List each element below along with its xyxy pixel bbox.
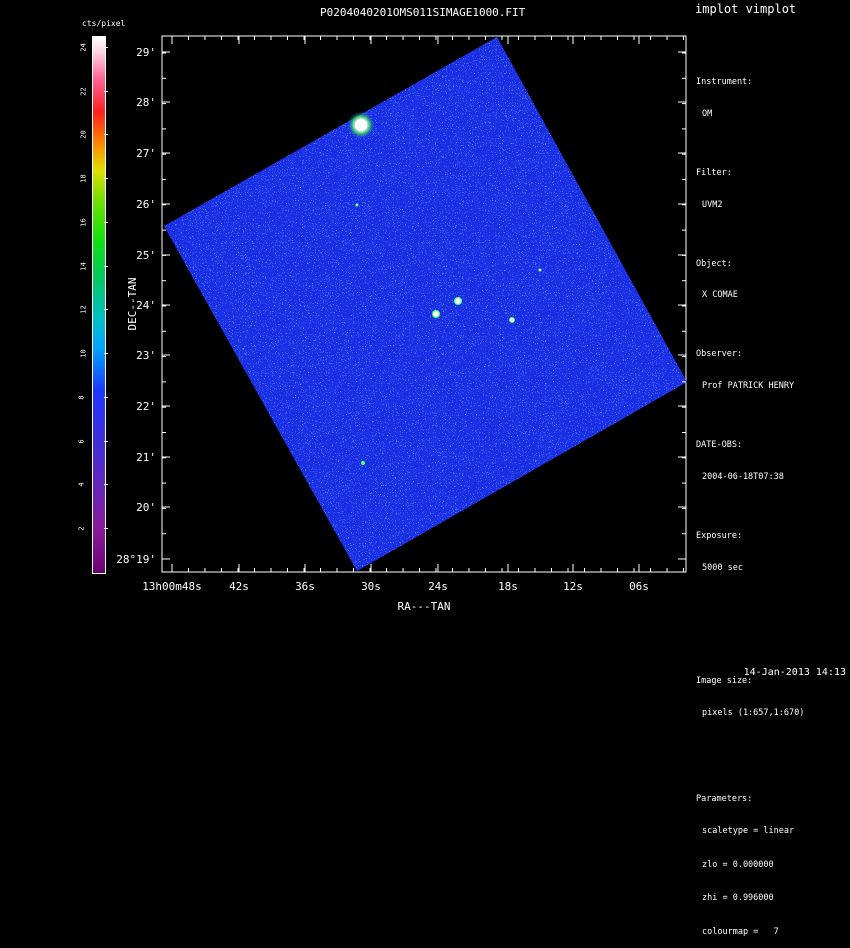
colorbar-tick-mark [104, 134, 108, 136]
source-4 [538, 268, 542, 272]
y-tick-0: 28°19' [116, 553, 156, 566]
colorbar-tick-mark [104, 484, 108, 486]
colorbar-tick-mark [104, 221, 108, 223]
x-axis-label: RA---TAN [398, 600, 451, 613]
bright-star [355, 119, 367, 131]
x-tick-6: 12s [563, 580, 583, 593]
parameters-label: Parameters: [696, 794, 753, 804]
x-tick-7: 06s [629, 580, 649, 593]
y-tick-4: 23' [136, 349, 156, 362]
observer-value: Prof PATRICK HENRY [702, 381, 795, 392]
date-label: DATE-OBS: [696, 440, 743, 451]
colorbar-tick-mark [104, 90, 108, 92]
y-tick-9: 28' [136, 96, 156, 109]
image-size-value: pixels (1:657,1:670) [702, 707, 805, 718]
x-tick-4: 24s [428, 580, 448, 593]
image-plot: RA---TAN DEC--TAN 13h00m48s 42s 36s 30s … [116, 35, 687, 613]
y-tick-3: 22' [136, 400, 156, 413]
exposure-label: Exposure: [696, 530, 743, 541]
object-label: Object: [696, 258, 732, 269]
x-tick-5: 18s [498, 580, 518, 593]
y-tick-6: 25' [136, 249, 156, 262]
x-tick-1: 42s [229, 580, 249, 593]
instrument-value: OM [702, 108, 713, 119]
filter-label: Filter: [696, 167, 732, 178]
colorbar-tick-mark [104, 265, 108, 267]
exposure-value: 5000 sec [702, 562, 743, 573]
image-noise [164, 37, 687, 571]
y-tick-8: 27' [136, 147, 156, 160]
observer-label: Observer: [696, 349, 743, 360]
y-axis-label: DEC--TAN [126, 278, 139, 331]
source-2 [453, 296, 463, 306]
axis-ticks [162, 36, 686, 572]
y-tick-7: 26' [136, 198, 156, 211]
x-tick-3: 30s [361, 580, 381, 593]
y-tick-1: 20' [136, 501, 156, 514]
source-1 [431, 309, 441, 319]
colourmap-value: colourmap = 7 [702, 927, 779, 938]
source-3 [509, 317, 515, 323]
x-tick-0: 13h00m48s [142, 580, 202, 593]
colorbar-tick-mark [104, 309, 108, 311]
y-tick-10: 29' [136, 46, 156, 59]
x-tick-2: 36s [295, 580, 315, 593]
y-tick-5: 24' [136, 299, 156, 312]
date-value: 2004-06-18T07:38 [702, 471, 784, 482]
source-6 [355, 203, 359, 207]
timestamp: 14-Jan-2013 14:13 [743, 667, 846, 678]
info-panel: Instrument: OM Filter: UVM2 Object: X CO… [696, 56, 804, 948]
colorbar-tick-mark [104, 46, 108, 48]
instrument-label: Instrument: [696, 77, 753, 88]
colorbar-tick-mark [104, 528, 108, 530]
object-value: X COMAE [702, 290, 738, 301]
image-title: P0204040201OMS011SIMAGE1000.FIT [320, 6, 526, 19]
colorbar-tick-mark [104, 440, 108, 442]
source-5 [361, 461, 365, 465]
colorbar-tick-mark [104, 353, 108, 355]
zlo-value: zlo = 0.000000 [702, 859, 774, 870]
filter-value: UVM2 [702, 199, 723, 210]
scaletype-value: scaletype = linear [702, 825, 795, 836]
zhi-value: zhi = 0.996000 [702, 893, 774, 904]
colorbar-tick-mark [104, 178, 108, 180]
app-label: implot vimplot [695, 2, 797, 16]
y-tick-2: 21' [136, 451, 156, 464]
colorbar [92, 36, 106, 574]
colorbar-tick-mark [104, 396, 108, 398]
plot-frame [161, 35, 687, 573]
colorbar-unit-label: cts/pixel [82, 19, 126, 28]
